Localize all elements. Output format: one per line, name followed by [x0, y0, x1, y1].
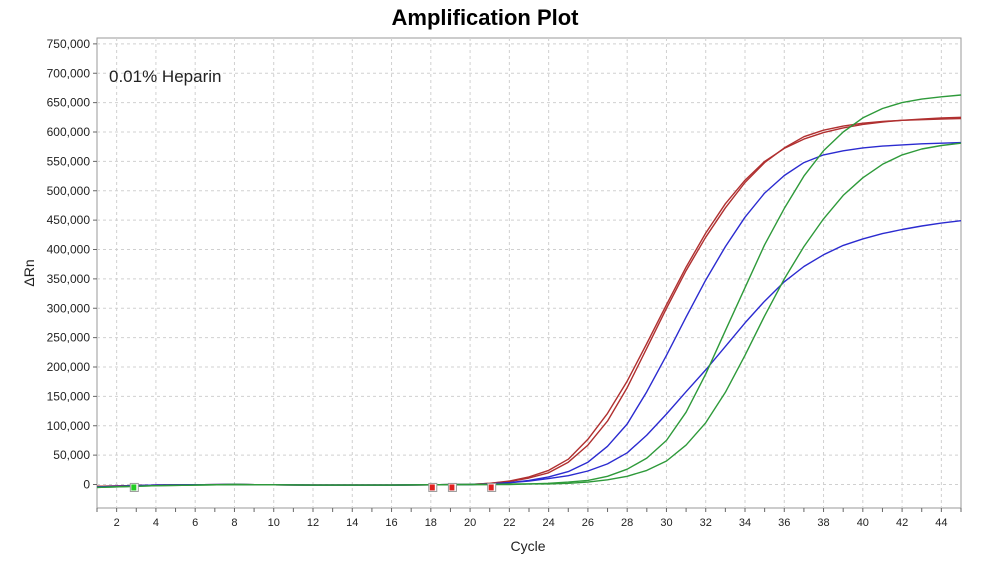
y-tick-label: 500,000 — [47, 184, 91, 198]
x-tick-label: 16 — [385, 517, 397, 529]
x-tick-label: 2 — [114, 517, 120, 529]
x-tick-label: 4 — [153, 517, 159, 529]
x-axis-ticks: 2 4 6 8 10 12 14 16 18 20 22 24 26 28 30 32 34 36 38 40 42 44 — [96, 508, 962, 529]
y-tick-label: 700,000 — [47, 66, 91, 80]
threshold-markers — [129, 482, 497, 492]
threshold-marker — [487, 482, 497, 492]
marker-fill — [449, 484, 455, 491]
x-tick-label: 12 — [307, 517, 319, 529]
y-tick-label: 50,000 — [53, 448, 90, 462]
series-lines — [96, 94, 962, 489]
y-tick-label: 300,000 — [47, 301, 91, 315]
x-tick-label: 22 — [503, 517, 515, 529]
y-tick-label: 350,000 — [47, 272, 91, 286]
x-tick-label: 32 — [700, 517, 712, 529]
chart-title: Amplification Plot — [392, 5, 580, 30]
y-tick-label: 0 — [83, 478, 90, 492]
y-tick-label: 450,000 — [47, 213, 91, 227]
y-axis-ticks: 0 50,000 100,000 150,000 200,000 250,000 300,0… — [47, 37, 97, 492]
y-tick-label: 150,000 — [47, 389, 91, 403]
threshold-marker — [447, 482, 457, 492]
chart-annotation: 0.01% Heparin — [109, 67, 221, 86]
y-tick-label: 250,000 — [47, 331, 91, 345]
x-tick-label: 40 — [857, 517, 869, 529]
x-tick-label: 28 — [621, 517, 633, 529]
x-tick-label: 42 — [896, 517, 908, 529]
threshold-marker — [129, 482, 139, 492]
x-tick-label: 18 — [425, 517, 437, 529]
x-tick-label: 34 — [739, 517, 751, 529]
threshold-marker — [428, 482, 438, 492]
plot-area — [96, 37, 962, 509]
y-tick-label: 100,000 — [47, 419, 91, 433]
y-tick-label: 600,000 — [47, 125, 91, 139]
marker-fill — [429, 484, 435, 491]
y-tick-label: 650,000 — [47, 96, 91, 110]
y-tick-label: 200,000 — [47, 360, 91, 374]
marker-fill — [488, 484, 494, 491]
x-tick-label: 10 — [268, 517, 280, 529]
x-axis-label: Cycle — [510, 538, 545, 554]
x-tick-label: 6 — [192, 517, 198, 529]
y-axis-label: ΔRn — [21, 259, 37, 286]
y-tick-label: 750,000 — [47, 37, 91, 51]
x-tick-label: 30 — [660, 517, 672, 529]
series-line-green-6 — [96, 142, 962, 489]
x-tick-label: 36 — [778, 517, 790, 529]
x-tick-label: 8 — [231, 517, 237, 529]
marker-fill — [131, 484, 137, 491]
x-tick-label: 14 — [346, 517, 358, 529]
y-tick-label: 550,000 — [47, 154, 91, 168]
x-tick-label: 20 — [464, 517, 476, 529]
x-tick-label: 44 — [935, 517, 947, 529]
x-tick-label: 26 — [582, 517, 594, 529]
x-tick-label: 24 — [543, 517, 555, 529]
x-tick-label: 38 — [817, 517, 829, 529]
y-tick-label: 400,000 — [47, 243, 91, 257]
